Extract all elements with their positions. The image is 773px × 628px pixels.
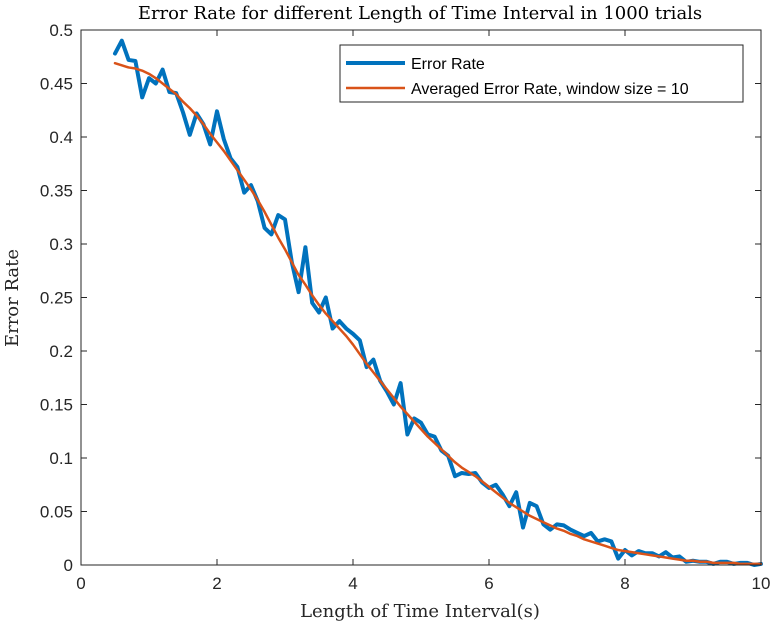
legend-box	[339, 44, 744, 103]
y-tick-label: 0.5	[49, 21, 73, 40]
y-tick-label: 0	[64, 556, 73, 575]
series-line-error-rate	[113, 38, 763, 567]
y-tick-label: 0.15	[40, 396, 73, 415]
x-tick-label: 8	[620, 574, 629, 593]
series-layer	[113, 38, 763, 567]
y-tick-label: 0.1	[49, 449, 73, 468]
x-tick-label: 6	[484, 574, 493, 593]
x-axis-label: Length of Time Interval(s)	[300, 601, 540, 622]
chart-title: Error Rate for different Length of Time …	[138, 3, 702, 24]
y-tick-label: 0.4	[49, 128, 73, 147]
x-tick-label: 4	[348, 574, 357, 593]
y-axis-label: Error Rate	[2, 249, 23, 347]
x-tick-label: 2	[212, 574, 221, 593]
x-tick-label: 0	[76, 574, 85, 593]
x-tick-label: 10	[752, 574, 771, 593]
legend-entry-averaged-error-rate: Averaged Error Rate, window size = 10	[411, 81, 689, 98]
y-tick-label: 0.3	[49, 235, 73, 254]
y-axis: 0 0.05 0.1 0.15 0.2 0.25 0.3 0.35 0.4 0.45 0.5	[40, 21, 761, 575]
y-tick-label: 0.35	[40, 182, 73, 201]
y-tick-label: 0.2	[49, 342, 73, 361]
y-tick-label: 0.05	[40, 503, 73, 522]
y-tick-label: 0.25	[40, 289, 73, 308]
y-tick-label: 0.45	[40, 75, 73, 94]
series-line-averaged-error-rate	[113, 61, 763, 566]
legend: Error Rate Averaged Error Rate, window s…	[339, 44, 744, 103]
plot-frame-outline	[80, 29, 762, 566]
legend-entry-error-rate: Error Rate	[411, 56, 485, 73]
